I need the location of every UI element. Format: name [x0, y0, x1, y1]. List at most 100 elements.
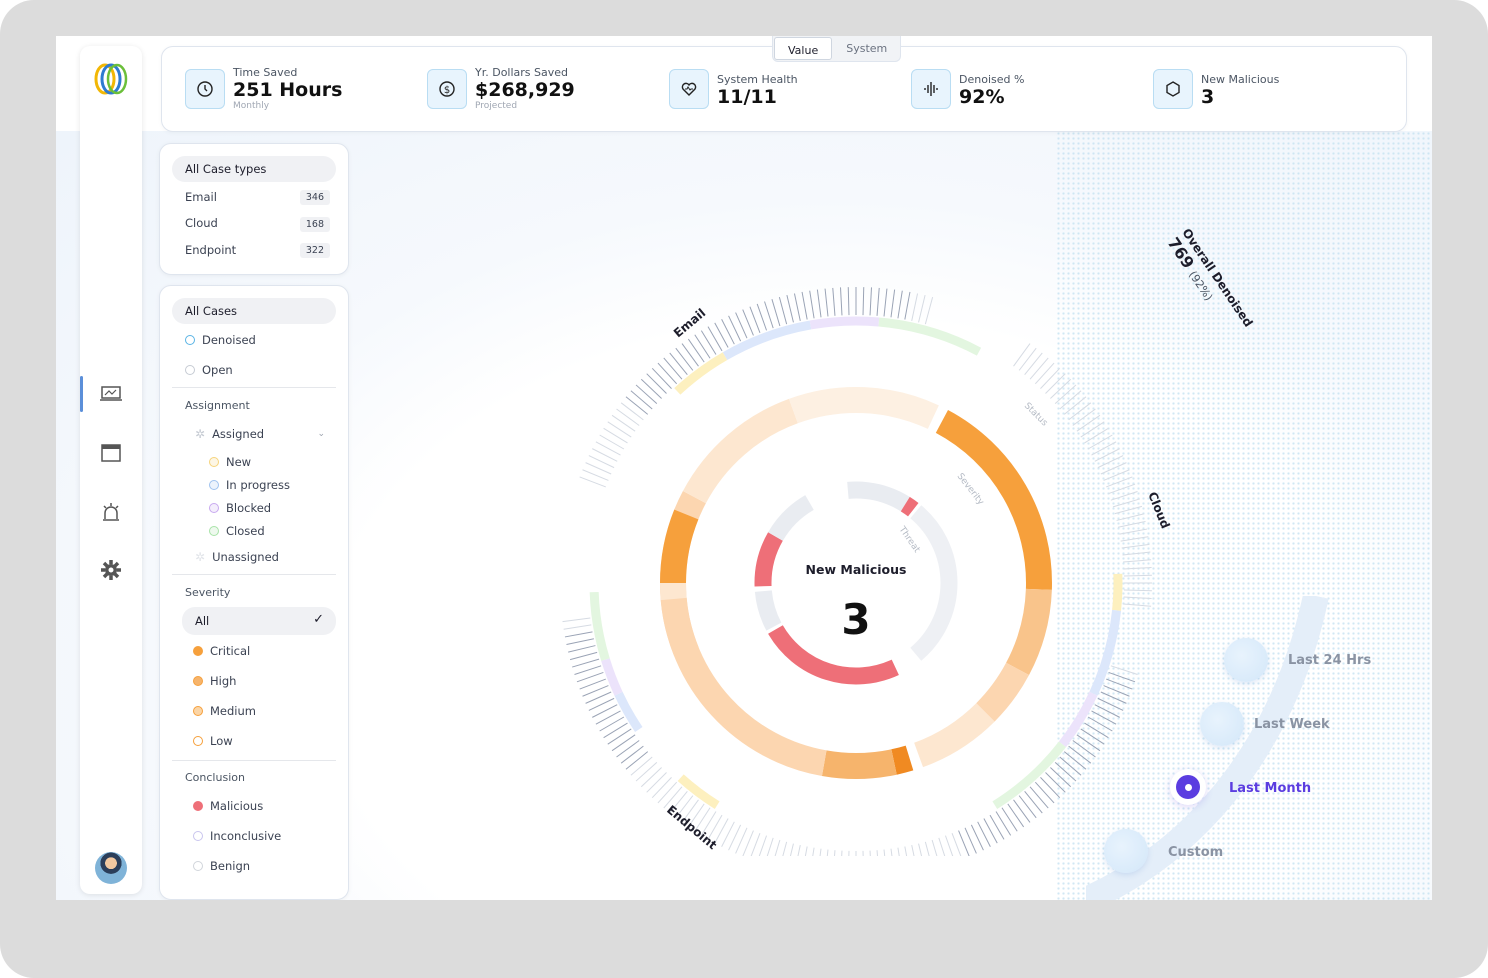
severity-segment[interactable]: [821, 749, 897, 779]
case-type-endpoint[interactable]: Endpoint: [185, 243, 236, 257]
kpi-denoised[interactable]: Denoised % 92%: [911, 69, 1024, 109]
kpi-time-saved[interactable]: Time Saved 251 Hours Monthly: [185, 66, 342, 111]
time-option-custom[interactable]: Custom: [1168, 845, 1224, 860]
filter-option[interactable]: Benign: [193, 859, 250, 873]
severity-segment[interactable]: [975, 662, 1030, 722]
nav-window-icon[interactable]: [98, 440, 124, 466]
case-type-email[interactable]: Email: [185, 190, 325, 204]
threat-segment[interactable]: [900, 496, 919, 517]
filter-option[interactable]: In progress: [209, 478, 290, 492]
time-option-week[interactable]: Last Week: [1254, 717, 1330, 732]
tab-system[interactable]: System: [846, 42, 888, 55]
divider: [172, 760, 336, 761]
user-avatar[interactable]: [95, 852, 127, 884]
filter-option[interactable]: Malicious: [193, 799, 263, 813]
filter-option[interactable]: High: [193, 674, 236, 688]
nav-alarm-icon[interactable]: [98, 499, 124, 525]
time-bubble[interactable]: [1224, 638, 1268, 682]
severity-segment[interactable]: [935, 409, 1052, 590]
filter-option[interactable]: Low: [193, 734, 233, 748]
filter-option[interactable]: Blocked: [209, 501, 271, 515]
segment-label-email[interactable]: Email: [671, 306, 708, 341]
tick-mark: [566, 638, 594, 646]
status-band[interactable]: [809, 316, 880, 330]
filter-option[interactable]: Critical: [193, 644, 250, 658]
threat-segment[interactable]: [754, 590, 782, 631]
tick-mark: [611, 414, 636, 432]
severity-segment[interactable]: [660, 509, 699, 584]
threat-segment[interactable]: [768, 495, 814, 541]
tick-mark: [938, 837, 946, 856]
time-bubble[interactable]: [1200, 702, 1244, 746]
tick-mark: [687, 803, 705, 828]
case-type-count: 346: [299, 190, 330, 205]
kpi-dollars-saved[interactable]: $ Yr. Dollars Saved $268,929 Projected: [427, 66, 575, 111]
filter-option[interactable]: Medium: [193, 704, 256, 718]
waveform-icon: [911, 69, 951, 109]
severity-segment[interactable]: [1005, 588, 1052, 676]
time-option-month[interactable]: Last Month: [1229, 781, 1312, 796]
status-band[interactable]: [1112, 573, 1123, 611]
tick-mark: [809, 290, 815, 319]
severity-segment[interactable]: [913, 703, 995, 768]
nav-settings-icon[interactable]: [98, 557, 124, 583]
tick-mark: [1106, 476, 1133, 488]
status-band[interactable]: [589, 591, 610, 661]
case-types-all[interactable]: All Case types: [172, 156, 336, 182]
severity-segment[interactable]: [682, 398, 799, 504]
chevron-down-icon[interactable]: ⌄: [317, 429, 325, 439]
status-band[interactable]: [674, 352, 728, 395]
open-filter[interactable]: Open: [185, 363, 233, 377]
tick-mark: [1123, 596, 1152, 599]
tick-mark: [841, 850, 843, 856]
status-band[interactable]: [601, 658, 623, 696]
tick-mark: [675, 347, 694, 371]
segment-label-endpoint[interactable]: Endpoint: [664, 803, 720, 853]
severity-segment[interactable]: [788, 387, 939, 430]
threat-segment[interactable]: [754, 532, 783, 587]
status-band[interactable]: [677, 774, 720, 810]
radio-icon: [193, 676, 203, 686]
status-band[interactable]: [722, 320, 812, 361]
filter-option[interactable]: New: [209, 455, 251, 469]
filter-label: Assigned: [212, 427, 265, 441]
tick-mark: [749, 306, 761, 333]
tick-mark: [582, 685, 609, 697]
threat-segment[interactable]: [768, 625, 899, 685]
segment-label-cloud[interactable]: Cloud: [1145, 490, 1172, 531]
kpi-label: Time Saved: [233, 66, 298, 79]
threat-segment[interactable]: [910, 505, 958, 661]
assigned-filter[interactable]: ✲ Assigned ⌄: [195, 427, 325, 441]
filter-option[interactable]: Closed: [209, 524, 265, 538]
denoised-filter[interactable]: Denoised: [185, 333, 256, 347]
unassigned-filter[interactable]: ✲ Unassigned: [195, 550, 279, 564]
filter-option[interactable]: Inconclusive: [193, 829, 281, 843]
status-band[interactable]: [1058, 691, 1098, 748]
tick-mark: [890, 289, 896, 318]
kpi-new-malicious[interactable]: New Malicious 3: [1153, 69, 1279, 109]
tick-mark: [595, 441, 621, 456]
nav-dashboard-icon[interactable]: [98, 381, 124, 407]
time-bubble[interactable]: [1104, 829, 1148, 873]
time-option-24h[interactable]: Last 24 Hrs: [1288, 653, 1372, 668]
status-band[interactable]: [1089, 609, 1122, 696]
case-type-cloud[interactable]: Cloud: [185, 216, 218, 230]
kpi-system-health[interactable]: System Health 11/11: [669, 69, 798, 109]
all-cases-filter[interactable]: All Cases: [172, 298, 336, 324]
threat-segment[interactable]: [847, 481, 910, 512]
time-selected-knob[interactable]: [1170, 769, 1206, 805]
filter-label: New: [226, 455, 252, 469]
severity-segment[interactable]: [891, 745, 914, 775]
severity-all-filter[interactable]: All ✓: [182, 607, 336, 635]
severity-segment[interactable]: [660, 582, 687, 601]
tick-mark: [1059, 756, 1082, 776]
severity-segment[interactable]: [660, 597, 827, 777]
tab-value[interactable]: Value: [774, 37, 833, 60]
ring-label-status: Status: [1022, 401, 1050, 429]
app-logo: [94, 63, 128, 95]
status-band[interactable]: [992, 741, 1067, 810]
status-band[interactable]: [878, 317, 982, 356]
tick-mark: [1045, 373, 1066, 394]
status-band[interactable]: [614, 691, 643, 733]
tick-mark: [620, 402, 644, 421]
